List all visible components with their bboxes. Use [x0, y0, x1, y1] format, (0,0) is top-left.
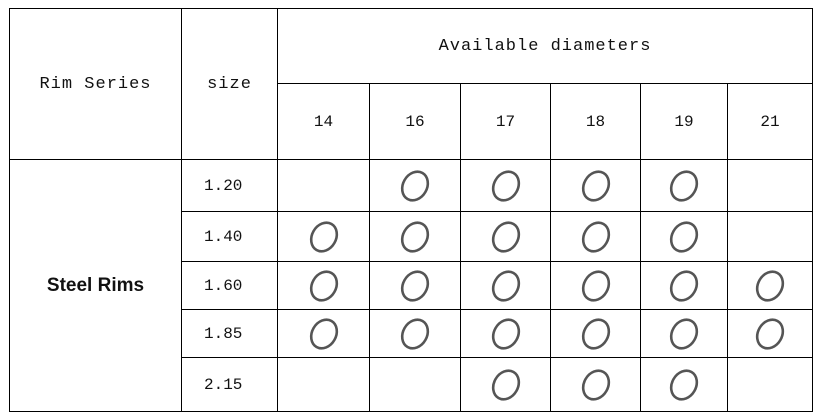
availability-cell	[550, 159, 641, 212]
rim-ring-icon	[669, 269, 699, 302]
availability-cell	[277, 211, 370, 262]
availability-cell	[640, 159, 728, 212]
availability-cell	[727, 357, 813, 412]
availability-cell	[727, 309, 813, 358]
size-cell: 1.20	[181, 159, 278, 212]
rim-ring-icon	[400, 169, 430, 202]
availability-cell	[550, 357, 641, 412]
table-row: 1.60	[10, 261, 813, 310]
diameter-header: 21	[727, 83, 813, 160]
availability-cell	[277, 159, 370, 212]
rim-ring-icon	[309, 317, 338, 350]
rim-ring-icon	[309, 220, 338, 253]
rim-ring-icon	[669, 169, 699, 202]
rim-ring-icon	[400, 269, 430, 302]
rim-availability-table: Rim Series size Available diameters 14 16…	[9, 8, 813, 412]
rim-ring-icon	[400, 220, 430, 253]
rim-ring-icon	[581, 220, 610, 253]
availability-cell	[727, 261, 813, 310]
availability-cell	[369, 261, 461, 310]
diameter-header: 17	[460, 83, 551, 160]
availability-cell	[460, 357, 551, 412]
availability-cell	[277, 261, 370, 310]
availability-cell	[277, 357, 370, 412]
availability-cell	[640, 357, 728, 412]
rim-ring-icon	[669, 220, 699, 253]
availability-cell	[640, 261, 728, 310]
rim-ring-icon	[669, 317, 699, 350]
rim-ring-icon	[581, 368, 610, 401]
series-label: Steel Rims	[9, 159, 182, 412]
availability-cell	[550, 309, 641, 358]
diameter-header: 14	[277, 83, 370, 160]
diameter-header: 19	[640, 83, 728, 160]
rim-ring-icon	[491, 169, 520, 202]
rim-ring-icon	[491, 368, 520, 401]
available-diameters-header: Available diameters	[277, 8, 813, 84]
rim-ring-icon	[755, 269, 785, 302]
rim-series-header: Rim Series	[9, 8, 182, 160]
rim-ring-icon	[491, 317, 520, 350]
availability-cell	[550, 211, 641, 262]
diameter-header: 18	[550, 83, 641, 160]
size-cell: 1.60	[181, 261, 278, 310]
rim-ring-icon	[581, 169, 610, 202]
rim-ring-icon	[400, 317, 430, 350]
rim-ring-icon	[491, 220, 520, 253]
availability-cell	[640, 211, 728, 262]
rim-ring-icon	[581, 317, 610, 350]
availability-cell	[727, 159, 813, 212]
availability-cell	[369, 159, 461, 212]
availability-cell	[460, 211, 551, 262]
availability-cell	[727, 211, 813, 262]
table-row: 2.15	[10, 357, 813, 412]
availability-cell	[369, 309, 461, 358]
availability-cell	[369, 211, 461, 262]
availability-cell	[460, 309, 551, 358]
availability-cell	[369, 357, 461, 412]
diameter-header: 16	[369, 83, 461, 160]
rim-ring-icon	[669, 368, 699, 401]
size-cell: 2.15	[181, 357, 278, 412]
rim-ring-icon	[581, 269, 610, 302]
table-row: Steel Rims 1.20	[9, 159, 813, 412]
rim-ring-icon	[491, 269, 520, 302]
availability-cell	[460, 159, 551, 212]
rim-ring-icon	[755, 317, 785, 350]
table-row: 1.85	[10, 309, 813, 358]
rim-ring-icon	[309, 269, 338, 302]
size-cell: 1.40	[181, 211, 278, 262]
availability-cell	[460, 261, 551, 310]
availability-cell	[550, 261, 641, 310]
availability-cell	[640, 309, 728, 358]
size-cell: 1.85	[181, 309, 278, 358]
size-header: size	[181, 8, 278, 160]
availability-cell	[277, 309, 370, 358]
